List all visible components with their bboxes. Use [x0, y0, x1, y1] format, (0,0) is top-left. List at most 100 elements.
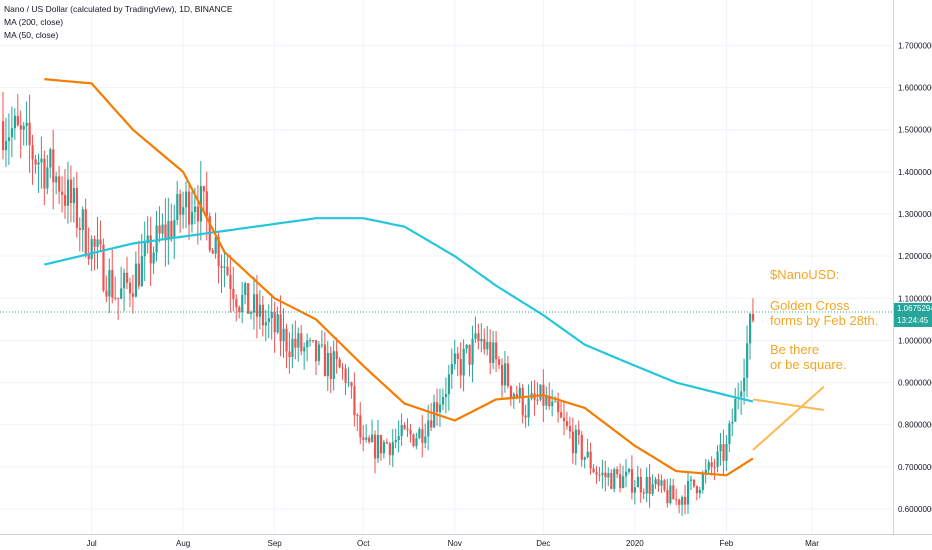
- candle-body: [474, 333, 477, 339]
- candle-body: [486, 341, 489, 350]
- candle-body: [495, 342, 498, 360]
- candle-body: [560, 412, 563, 418]
- candle-body: [261, 304, 265, 326]
- candle-body: [353, 386, 356, 416]
- x-tick-label: Dec: [536, 539, 550, 548]
- candle-body: [78, 227, 81, 230]
- candle-body: [179, 194, 182, 215]
- candle-body: [722, 444, 725, 461]
- candle-body: [120, 288, 123, 299]
- candle-body: [412, 434, 415, 447]
- x-tick-label: Jul: [86, 539, 96, 548]
- candle-body: [681, 497, 684, 505]
- candle-body: [492, 342, 495, 363]
- candle-body: [607, 473, 610, 478]
- ma200-line: [44, 217, 754, 403]
- candle-body: [645, 476, 648, 494]
- candle-body: [43, 158, 46, 189]
- candle-body: [562, 417, 566, 422]
- candle-body: [613, 469, 616, 489]
- candle-body: [554, 401, 557, 403]
- candle-body: [214, 237, 217, 254]
- candle-body: [323, 344, 327, 377]
- candle-body: [583, 457, 586, 460]
- annotation-line-be-there: Be there: [770, 342, 820, 357]
- candle-body: [689, 479, 693, 481]
- candle-body: [294, 338, 297, 348]
- candle-body: [418, 429, 421, 439]
- annotation-line-forms: forms by Feb 28th.: [770, 313, 879, 328]
- candle-body: [22, 125, 25, 130]
- candle-body: [462, 348, 465, 376]
- candle-body: [524, 415, 527, 418]
- candle-body: [58, 176, 61, 192]
- candle-body: [81, 209, 84, 230]
- chart-title: Nano / US Dollar (calculated by TradingV…: [4, 4, 233, 14]
- time-axis[interactable]: Jul Aug Sep Oct Nov Dec 2020 Feb Mar: [86, 539, 819, 548]
- x-tick-label: Oct: [357, 539, 370, 548]
- candle-body: [247, 283, 250, 314]
- candle-body: [518, 387, 521, 398]
- candle-body: [371, 434, 374, 443]
- candle-body: [152, 252, 155, 264]
- y-tick-label: 0.9000000: [898, 379, 932, 388]
- candle-body: [309, 340, 312, 342]
- candle-body: [359, 415, 362, 438]
- candle-body: [134, 263, 138, 297]
- candle-body: [238, 307, 241, 313]
- candle-body: [657, 479, 660, 486]
- x-tick-label: Aug: [176, 539, 190, 548]
- candle-body: [114, 297, 117, 299]
- x-tick-label: Nov: [448, 539, 462, 548]
- candle-body: [633, 487, 637, 493]
- projection-lines: [752, 386, 825, 451]
- candle-body: [31, 144, 34, 160]
- candle-body: [329, 352, 332, 379]
- candle-body: [111, 270, 114, 298]
- candle-body: [7, 137, 11, 142]
- candle-body: [347, 382, 350, 384]
- candle-body: [394, 439, 397, 443]
- candle-body: [217, 237, 220, 267]
- ma50-legend: MA (50, close): [4, 30, 59, 40]
- candle-body: [264, 322, 267, 326]
- candle-body: [182, 207, 185, 215]
- candle-body: [666, 489, 669, 504]
- candle-body: [374, 434, 377, 459]
- candle-body: [748, 313, 752, 344]
- candle-body: [52, 149, 55, 183]
- candle-body: [149, 235, 152, 264]
- candle-body: [471, 338, 474, 365]
- candle-body: [288, 351, 291, 358]
- candle-body: [303, 347, 306, 352]
- candle-body: [725, 444, 728, 461]
- candle-body: [503, 363, 507, 386]
- candle-body: [279, 314, 282, 342]
- candle-body: [368, 437, 371, 443]
- candle-body: [312, 340, 315, 342]
- candle-body: [433, 402, 436, 428]
- candle-body: [193, 206, 197, 212]
- candle-body: [453, 353, 456, 365]
- candles: [2, 91, 755, 516]
- candle-body: [397, 436, 400, 440]
- candle-body: [229, 274, 232, 290]
- candle-body: [610, 473, 613, 489]
- candle-body: [557, 401, 560, 413]
- candle-body: [291, 338, 294, 358]
- candle-body: [199, 186, 203, 222]
- chart-legend: Nano / US Dollar (calculated by TradingV…: [4, 3, 233, 42]
- candle-body: [672, 485, 675, 500]
- candle-body: [536, 399, 539, 401]
- candle-body: [382, 442, 386, 454]
- candle-body: [598, 474, 601, 476]
- candle-body: [66, 179, 70, 206]
- candle-body: [131, 293, 135, 297]
- candle-body: [589, 451, 592, 469]
- candle-body: [326, 352, 329, 377]
